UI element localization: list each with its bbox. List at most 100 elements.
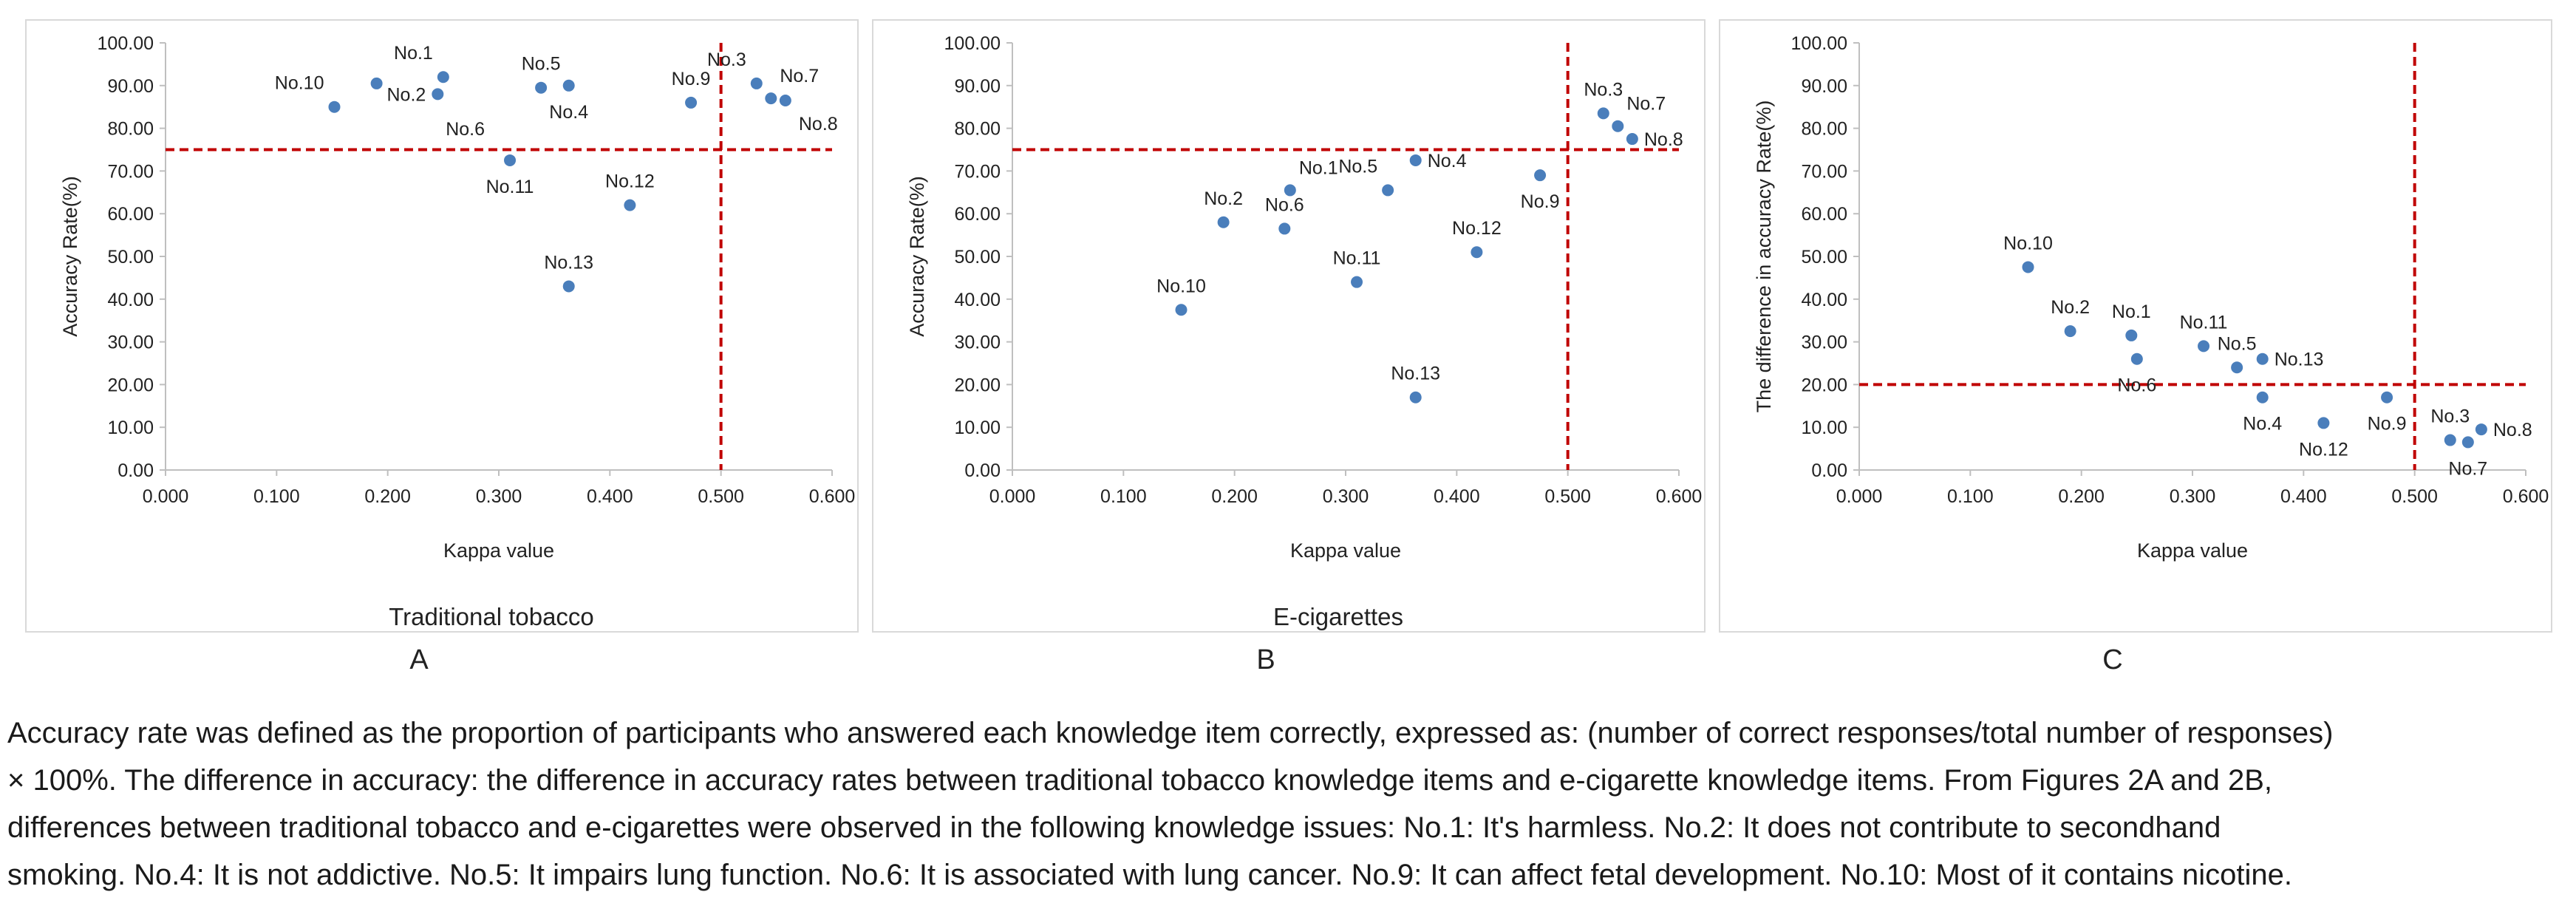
chart-0-xtick-label: 0.000 <box>143 486 189 507</box>
chart-0-point-label-no-12: No.12 <box>605 171 655 192</box>
chart-0-point-label-no-1: No.1 <box>394 43 433 64</box>
chart-2-xtick-label: 0.300 <box>2170 486 2216 507</box>
chart-2-point-label-no-11: No.11 <box>2180 312 2228 333</box>
chart-1-xtick-label: 0.200 <box>1211 486 1258 507</box>
chart-2-xtick-label: 0.100 <box>1947 486 1994 507</box>
chart-2-ytick-label: 100.00 <box>1791 33 1847 54</box>
chart-0-point-no-13 <box>562 280 575 293</box>
chart-0-point-no-11 <box>504 154 517 166</box>
chart-0-ytick-label: 20.00 <box>107 375 154 395</box>
chart-0-point-label-no-9: No.9 <box>672 69 711 89</box>
chart-1-point-no-2 <box>1217 216 1230 228</box>
chart-2-point-no-2 <box>2064 325 2076 338</box>
chart-2-y-axis-label: The difference in accuracy Rate(%) <box>1753 101 1775 413</box>
chart-0-point-label-no-8: No.8 <box>799 114 838 134</box>
chart-1-ytick-label: 60.00 <box>954 204 1001 225</box>
chart-2-ytick-label: 0.00 <box>1811 460 1847 481</box>
chart-0-x-axis-label: Kappa value <box>443 539 554 562</box>
chart-difference: 0.00 10.00 20.00 30.00 40.00 50.00 60.00 70.00 8… <box>1753 33 2549 562</box>
chart-1-point-no-5 <box>1382 184 1394 197</box>
chart-0-point-no-2 <box>432 88 444 101</box>
chart-0-point-no-7 <box>765 92 777 105</box>
panel-letter-c: C <box>2102 644 2123 675</box>
chart-0-point-label-no-7: No.7 <box>780 66 819 86</box>
chart-1-xtick-label: 0.400 <box>1434 486 1480 507</box>
chart-1-point-label-no-3: No.3 <box>1584 79 1623 100</box>
chart-0-point-label-no-4: No.4 <box>549 102 588 123</box>
chart-1-x-axis-label: Kappa value <box>1290 539 1401 562</box>
chart-1-point-no-8 <box>1626 133 1638 146</box>
chart-2-point-no-3 <box>2444 434 2456 446</box>
chart-1-ytick-label: 80.00 <box>954 119 1001 140</box>
chart-1-xtick-label: 0.600 <box>1656 486 1703 507</box>
chart-2-ytick-label: 80.00 <box>1801 119 1847 140</box>
chart-2-point-no-8 <box>2475 423 2487 436</box>
chart-1-xtick-label: 0.000 <box>989 486 1036 507</box>
chart-1-ytick-label: 0.00 <box>964 460 1001 481</box>
chart-0-ytick-label: 70.00 <box>107 161 154 182</box>
chart-1-title: E-cigarettes <box>1273 603 1403 630</box>
chart-2-point-label-no-7: No.7 <box>2448 458 2487 479</box>
chart-1-point-label-no-8: No.8 <box>1644 129 1683 150</box>
chart-2-point-label-no-4: No.4 <box>2243 414 2282 435</box>
chart-2-point-label-no-6: No.6 <box>2117 375 2156 396</box>
chart-1-point-label-no-5: No.5 <box>1338 156 1377 177</box>
chart-0-point-no-6 <box>370 77 383 89</box>
chart-0-ytick-label: 50.00 <box>107 247 154 268</box>
chart-traditional-tobacco: 0.00 10.00 20.00 30.00 40.00 50.00 60.00 70.00 8… <box>59 33 855 630</box>
chart-1-point-no-4 <box>1409 154 1422 166</box>
chart-0-point-no-8 <box>779 95 791 107</box>
chart-0-point-no-12 <box>624 199 636 211</box>
chart-0-ytick-label: 30.00 <box>107 333 154 353</box>
chart-0-point-no-5 <box>535 81 548 94</box>
chart-0-title: Traditional tobacco <box>389 603 594 630</box>
chart-2-xtick-label: 0.400 <box>2280 486 2327 507</box>
caption-line-3: differences between traditional tobacco … <box>7 811 2221 844</box>
chart-1-ytick-label: 50.00 <box>954 247 1001 268</box>
chart-2-point-no-4 <box>2256 391 2269 403</box>
chart-0-point-label-no-2: No.2 <box>387 84 426 105</box>
chart-2-point-label-no-12: No.12 <box>2299 439 2348 460</box>
chart-0-point-label-no-6: No.6 <box>446 119 485 140</box>
chart-2-point-label-no-1: No.1 <box>2112 302 2151 322</box>
chart-1-ytick-label: 30.00 <box>954 333 1001 353</box>
chart-2-ytick-label: 30.00 <box>1801 333 1847 353</box>
chart-0-xtick-label: 0.500 <box>698 486 744 507</box>
chart-1-ytick-label: 70.00 <box>954 161 1001 182</box>
chart-1-ytick-label: 100.00 <box>944 33 1001 54</box>
chart-0-ytick-label: 0.00 <box>117 460 154 481</box>
chart-2-point-label-no-3: No.3 <box>2430 406 2470 427</box>
chart-2-xtick-label: 0.200 <box>2058 486 2105 507</box>
chart-0-ytick-label: 80.00 <box>107 119 154 140</box>
chart-0-ytick-label: 10.00 <box>107 418 154 438</box>
chart-0-point-label-no-13: No.13 <box>544 252 593 273</box>
chart-0-y-axis-label: Accuracy Rate(%) <box>59 176 81 337</box>
chart-2-xtick-label: 0.000 <box>1836 486 1883 507</box>
chart-0-point-label-no-5: No.5 <box>522 54 561 75</box>
chart-0-ytick-label: 40.00 <box>107 290 154 310</box>
chart-1-xtick-label: 0.300 <box>1323 486 1369 507</box>
chart-1-point-label-no-7: No.7 <box>1626 94 1666 115</box>
chart-0-point-label-no-3: No.3 <box>707 50 746 70</box>
chart-2-point-label-no-2: No.2 <box>2051 297 2090 318</box>
chart-2-point-label-no-8: No.8 <box>2493 420 2532 440</box>
chart-2-ytick-label: 40.00 <box>1801 290 1847 310</box>
panel-letter-a: A <box>409 644 429 675</box>
chart-0-point-no-3 <box>750 77 763 89</box>
chart-1-point-no-9 <box>1534 169 1547 182</box>
chart-1-point-no-12 <box>1471 246 1483 259</box>
chart-0-xtick-label: 0.200 <box>364 486 411 507</box>
chart-2-ytick-label: 10.00 <box>1801 418 1847 438</box>
chart-1-xtick-label: 0.100 <box>1100 486 1147 507</box>
chart-1-xtick-label: 0.500 <box>1544 486 1591 507</box>
caption-line-4: smoking. No.4: It is not addictive. No.5… <box>7 859 2292 891</box>
chart-0-point-no-4 <box>562 79 575 92</box>
chart-2-point-no-10 <box>2022 261 2034 273</box>
chart-2-point-no-12 <box>2317 417 2330 429</box>
chart-1-point-label-no-4: No.4 <box>1428 151 1467 171</box>
chart-1-point-label-no-12: No.12 <box>1452 218 1502 239</box>
chart-2-ytick-label: 20.00 <box>1801 375 1847 395</box>
chart-0-xtick-label: 0.300 <box>476 486 522 507</box>
chart-2-xtick-label: 0.500 <box>2391 486 2438 507</box>
chart-1-point-no-11 <box>1351 276 1363 288</box>
